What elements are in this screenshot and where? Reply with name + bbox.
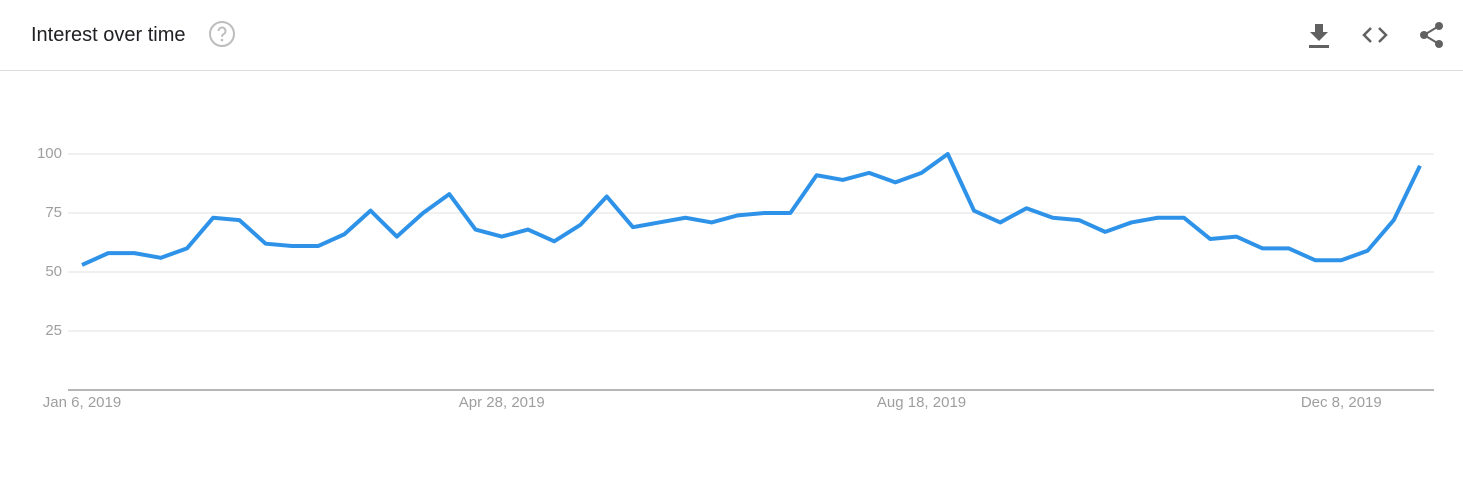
share-icon[interactable] <box>1417 20 1447 50</box>
x-tick-label: Dec 8, 2019 <box>1301 394 1382 411</box>
y-tick-label: 25 <box>45 322 62 339</box>
card-header: Interest over time <box>0 0 1463 71</box>
x-tick-label: Apr 28, 2019 <box>459 394 545 411</box>
download-icon[interactable] <box>1306 20 1332 50</box>
y-tick-label: 50 <box>45 263 62 280</box>
help-icon[interactable] <box>208 20 236 48</box>
x-tick-label: Jan 6, 2019 <box>43 394 121 411</box>
trend-line <box>81 152 1422 267</box>
y-tick-label: 100 <box>37 145 62 162</box>
y-tick-label: 75 <box>45 204 62 221</box>
x-tick-label: Aug 18, 2019 <box>877 394 966 411</box>
chart: 25 50 75 100 Jan 6, 2019 Apr 28, 2019 Aug 18, … <box>37 145 1434 411</box>
embed-icon[interactable] <box>1360 20 1390 50</box>
card-title: Interest over time <box>31 24 186 46</box>
